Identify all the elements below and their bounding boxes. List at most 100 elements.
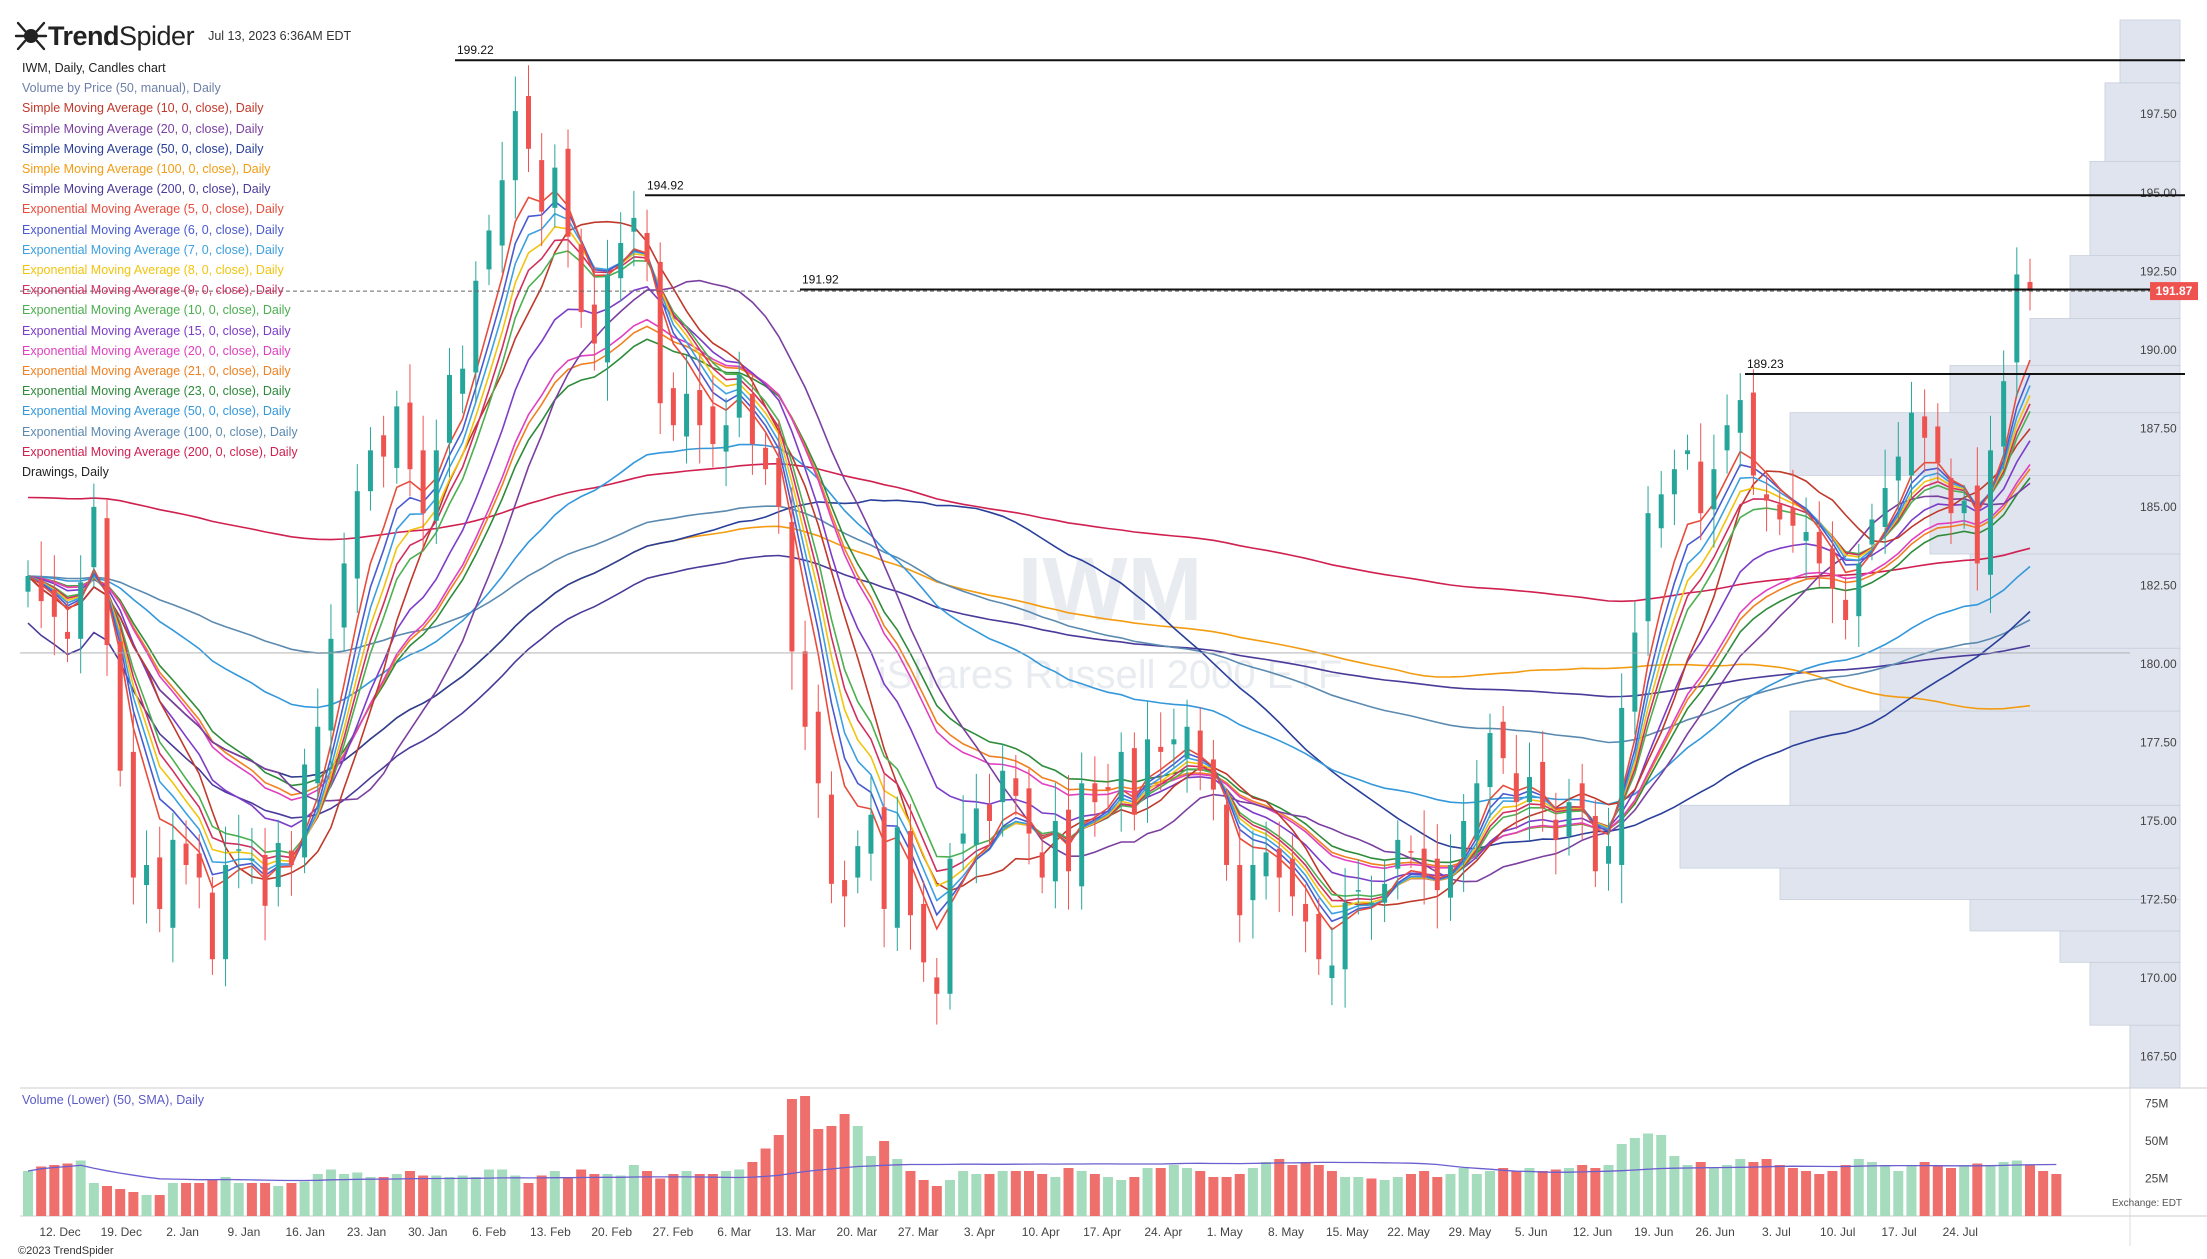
- legend-item[interactable]: Exponential Moving Average (5, 0, close)…: [22, 202, 284, 217]
- volume-bar: [800, 1096, 811, 1216]
- candle-body: [1645, 513, 1651, 622]
- candle-body: [446, 374, 452, 443]
- vbp-bar: [2029, 318, 2181, 366]
- volume-bar: [549, 1171, 560, 1216]
- vbp-bar: [1679, 804, 2181, 869]
- y-tick-label: 185.00: [2140, 500, 2177, 514]
- candle-body: [552, 167, 558, 208]
- volume-bar: [1761, 1159, 1772, 1216]
- legend-item[interactable]: Exponential Moving Average (9, 0, close)…: [22, 283, 284, 298]
- legend-item[interactable]: IWM, Daily, Candles chart: [22, 61, 166, 75]
- legend-item[interactable]: Simple Moving Average (20, 0, close), Da…: [22, 121, 264, 136]
- moving-average-line: [27, 505, 2031, 744]
- volume-bar: [1972, 1163, 1983, 1216]
- candle-body: [1882, 488, 1888, 527]
- volume-bar: [576, 1169, 587, 1216]
- moving-average-line: [27, 499, 2031, 850]
- volume-bar: [1445, 1174, 1456, 1216]
- candle-body: [1579, 783, 1585, 809]
- candle-body: [697, 390, 703, 426]
- x-tick-label: 17. Jul: [1881, 1225, 1916, 1239]
- candle-body: [315, 726, 321, 784]
- candle-body: [1039, 852, 1045, 878]
- candle-body: [288, 850, 294, 865]
- candle-body: [354, 491, 360, 579]
- x-tick-label: 2. Jan: [166, 1225, 199, 1239]
- volume-bar: [1643, 1133, 1654, 1216]
- candle-body: [223, 864, 229, 960]
- volume-bar: [1985, 1165, 1996, 1216]
- volume-bar: [931, 1186, 942, 1216]
- legend-item[interactable]: Volume by Price (50, manual), Daily: [22, 81, 221, 96]
- legend-item[interactable]: Exponential Moving Average (50, 0, close…: [22, 404, 291, 419]
- legend-item[interactable]: Simple Moving Average (10, 0, close), Da…: [22, 101, 264, 116]
- volume-bar: [1326, 1171, 1337, 1216]
- candle-body: [65, 631, 71, 639]
- volume-bar: [984, 1174, 995, 1216]
- candle-body: [1210, 759, 1216, 790]
- legend-item[interactable]: Exponential Moving Average (100, 0, clos…: [22, 424, 298, 439]
- volume-bar: [1814, 1174, 1825, 1216]
- legend-item[interactable]: Simple Moving Average (200, 0, close), D…: [22, 182, 271, 197]
- candle-body: [91, 506, 97, 568]
- price-pane: [20, 20, 2130, 1088]
- volume-bar: [497, 1169, 508, 1216]
- volume-bar: [1208, 1177, 1219, 1216]
- volume-bar: [1261, 1162, 1272, 1216]
- volume-bar: [1893, 1171, 1904, 1216]
- candle-body: [1000, 770, 1006, 803]
- candle-body: [1447, 864, 1453, 898]
- legend-item[interactable]: Drawings, Daily: [22, 465, 109, 480]
- volume-bar: [325, 1169, 336, 1216]
- volume-bar: [1076, 1171, 1087, 1216]
- x-tick-label: 20. Mar: [837, 1225, 878, 1239]
- legend-item[interactable]: Exponential Moving Average (8, 0, close)…: [22, 263, 284, 278]
- volume-bar: [1274, 1159, 1285, 1216]
- legend-item[interactable]: Exponential Moving Average (6, 0, close)…: [22, 222, 284, 237]
- x-tick-label: 10. Apr: [1022, 1225, 1060, 1239]
- candle-body: [1013, 778, 1019, 796]
- volume-bar: [391, 1174, 402, 1216]
- candle-body: [1421, 848, 1427, 878]
- volume-bar: [747, 1162, 758, 1216]
- volume-bar: [2011, 1160, 2022, 1216]
- x-tick-label: 29. May: [1449, 1225, 1492, 1239]
- candles: [25, 65, 2033, 1025]
- candle-body: [1079, 783, 1085, 887]
- candle-body: [1922, 416, 1928, 438]
- candle-body: [1869, 519, 1875, 545]
- candle-body: [1224, 804, 1230, 865]
- volume-bar: [1103, 1177, 1114, 1216]
- volume-bar: [1010, 1171, 1021, 1216]
- candle-body: [1698, 461, 1704, 514]
- volume-bar: [1919, 1162, 1930, 1216]
- candle-body: [170, 839, 176, 928]
- candle-body: [1685, 450, 1691, 455]
- legend-item[interactable]: Exponential Moving Average (21, 0, close…: [22, 364, 291, 379]
- y-tick-label: 170.00: [2140, 971, 2177, 985]
- volume-bar: [628, 1165, 639, 1216]
- legend-item[interactable]: Exponential Moving Average (200, 0, clos…: [22, 444, 298, 459]
- legend-item[interactable]: Exponential Moving Average (7, 0, close)…: [22, 242, 284, 257]
- volume-bar: [1419, 1171, 1430, 1216]
- candle-body: [868, 814, 874, 854]
- x-tick-label: 26. Jun: [1695, 1225, 1734, 1239]
- volume-bar: [1932, 1165, 1943, 1216]
- candle-body: [1329, 965, 1335, 979]
- vbp-bar: [1969, 553, 2181, 649]
- exchange-label: Exchange: EDT: [2112, 1198, 2183, 1209]
- volume-bar: [1524, 1168, 1535, 1216]
- candle-body: [591, 304, 597, 344]
- candle-body: [526, 96, 531, 149]
- candle-body: [1948, 477, 1954, 514]
- legend-item[interactable]: Simple Moving Average (100, 0, close), D…: [22, 162, 271, 177]
- legend-item[interactable]: Simple Moving Average (50, 0, close), Da…: [22, 141, 264, 156]
- legend-item[interactable]: Exponential Moving Average (23, 0, close…: [22, 384, 291, 399]
- legend-item[interactable]: Exponential Moving Average (20, 0, close…: [22, 343, 291, 358]
- candle-body: [1342, 902, 1348, 970]
- legend-item[interactable]: Exponential Moving Average (10, 0, close…: [22, 303, 291, 318]
- volume-bar: [602, 1174, 613, 1216]
- x-tick-label: 24. Jul: [1943, 1225, 1978, 1239]
- legend-item[interactable]: Exponential Moving Average (15, 0, close…: [22, 323, 291, 338]
